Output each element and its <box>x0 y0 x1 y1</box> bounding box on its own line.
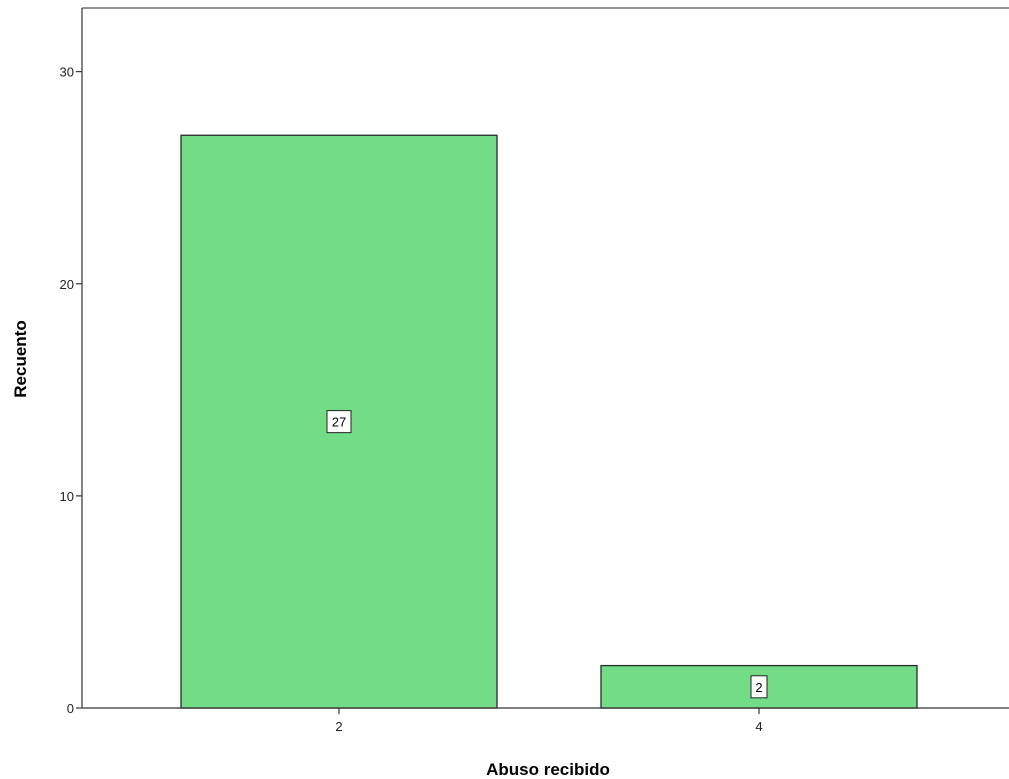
data-label: 27 <box>332 415 346 430</box>
bar <box>180 134 498 709</box>
y-tick-label: 20 <box>60 277 74 292</box>
y-axis-title: Recuento <box>11 320 30 397</box>
y-tick-label: 30 <box>60 65 74 80</box>
x-tick-label: 4 <box>755 719 762 734</box>
x-axis-title: Abuso recibido <box>486 760 610 779</box>
y-tick-label: 10 <box>60 489 74 504</box>
data-labels: 27 2 <box>326 410 768 699</box>
data-label-box <box>326 410 352 434</box>
data-label: 2 <box>755 680 762 695</box>
x-tick-label: 2 <box>335 719 342 734</box>
data-label-box <box>750 675 768 699</box>
bars <box>180 134 918 709</box>
y-axis: 0 10 20 30 <box>60 8 83 716</box>
y-tick-label: 0 <box>67 701 74 716</box>
